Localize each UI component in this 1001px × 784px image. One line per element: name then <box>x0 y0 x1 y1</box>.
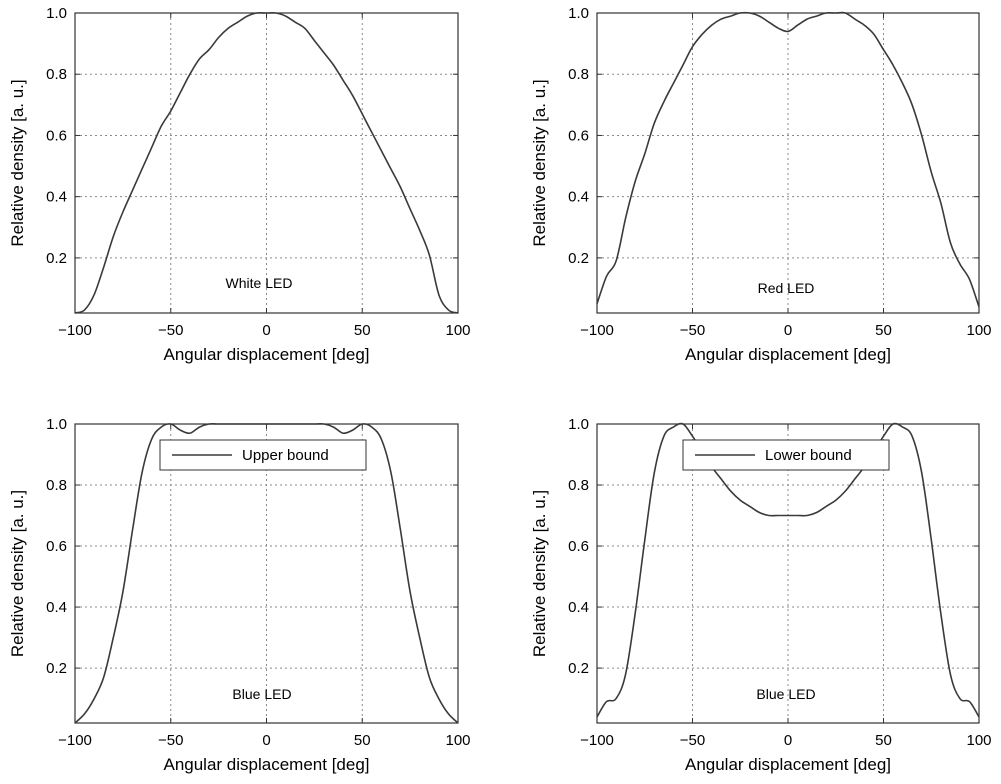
x-tick-label: −50 <box>158 322 183 339</box>
x-tick-label: −100 <box>58 732 92 749</box>
y-axis-label: Relative density [a. u.] <box>530 490 549 657</box>
x-tick-label: −50 <box>158 732 183 749</box>
x-tick-label: 0 <box>784 322 792 339</box>
series-line-1 <box>74 11 459 314</box>
legend-box <box>682 439 890 471</box>
y-tick-label: 0.8 <box>568 477 589 494</box>
y-axis-label: Relative density [a. u.] <box>8 79 27 246</box>
y-tick-label: 0.4 <box>46 599 67 616</box>
y-tick-label: 1.0 <box>46 416 67 433</box>
x-tick-label: 50 <box>354 322 371 339</box>
chart-panel-2: −100 −50 0 50 100 0.2 0.4 0.6 0.8 1.0 Angular disp… <box>530 5 992 364</box>
y-tick-label: 0.4 <box>46 189 67 206</box>
series-line-1 <box>74 422 459 724</box>
legend: Upper bound <box>159 439 367 471</box>
legend-label: Lower bound <box>765 447 852 464</box>
chart-panel-1: −100 −50 0 50 100 0.2 0.4 0.6 0.8 1.0 Angular disp… <box>8 5 471 364</box>
x-axis-label: Angular displacement [deg] <box>163 755 369 774</box>
legend-label: Upper bound <box>242 447 329 464</box>
x-tick-label: 0 <box>784 732 792 749</box>
y-tick-label: 0.2 <box>46 660 67 677</box>
x-tick-label: −100 <box>580 732 614 749</box>
y-tick-label: 0.6 <box>46 127 67 144</box>
x-tick-label: 0 <box>262 322 270 339</box>
x-axis-label: Angular displacement [deg] <box>685 345 891 364</box>
x-tick-label: 100 <box>966 732 991 749</box>
y-axis-label: Relative density [a. u.] <box>8 490 27 657</box>
y-tick-label: 1.0 <box>568 416 589 433</box>
x-tick-label: 100 <box>445 322 470 339</box>
x-tick-label: −100 <box>580 322 614 339</box>
y-tick-label: 0.8 <box>568 66 589 83</box>
y-tick-label: 0.6 <box>568 538 589 555</box>
x-tick-label: −50 <box>680 322 705 339</box>
x-tick-label: 50 <box>354 732 371 749</box>
y-tick-label: 0.6 <box>568 127 589 144</box>
y-tick-label: 0.2 <box>46 250 67 267</box>
chart-panel-3: −100 −50 0 50 100 0.2 0.4 0.6 0.8 1.0 Angular disp… <box>8 416 471 774</box>
x-axis-label: Angular displacement [deg] <box>163 345 369 364</box>
panel-annotation: Blue LED <box>232 686 291 702</box>
x-tick-label: 50 <box>875 732 892 749</box>
panel-annotation: Blue LED <box>756 686 815 702</box>
x-tick-label: 100 <box>966 322 991 339</box>
y-tick-label: 1.0 <box>568 5 589 22</box>
x-tick-label: 0 <box>262 732 270 749</box>
y-tick-label: 0.2 <box>568 660 589 677</box>
x-tick-label: −50 <box>680 732 705 749</box>
panel-annotation: White LED <box>226 275 293 291</box>
y-tick-label: 0.6 <box>46 538 67 555</box>
series-line-1 <box>596 11 980 308</box>
y-tick-label: 0.8 <box>46 477 67 494</box>
x-tick-label: 50 <box>875 322 892 339</box>
panel-annotation: Red LED <box>758 280 815 296</box>
x-tick-label: −100 <box>58 322 92 339</box>
y-axis-label: Relative density [a. u.] <box>530 79 549 246</box>
x-tick-label: 100 <box>445 732 470 749</box>
chart-panel-4: −100 −50 0 50 100 0.2 0.4 0.6 0.8 1.0 Angular disp… <box>530 416 992 774</box>
y-tick-label: 1.0 <box>46 5 67 22</box>
y-tick-label: 0.4 <box>568 599 589 616</box>
y-tick-label: 0.2 <box>568 250 589 267</box>
x-axis-label: Angular displacement [deg] <box>685 755 891 774</box>
y-tick-label: 0.4 <box>568 189 589 206</box>
y-tick-label: 0.8 <box>46 66 67 83</box>
series-line-1 <box>596 422 980 718</box>
legend: Lower bound <box>682 439 890 471</box>
